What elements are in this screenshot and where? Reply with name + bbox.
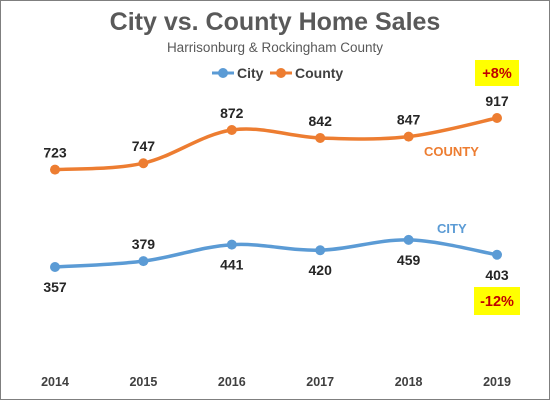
county-data-label-2016: 872 bbox=[220, 105, 244, 121]
city-series-line bbox=[53, 238, 499, 269]
city-data-label-2015: 379 bbox=[132, 236, 156, 252]
county-data-label-2017: 842 bbox=[309, 113, 333, 129]
city-change-badge: -12% bbox=[474, 287, 520, 315]
county-data-label-2018: 847 bbox=[397, 112, 421, 128]
city-point-2014 bbox=[50, 262, 60, 272]
legend: City County bbox=[212, 65, 343, 81]
legend-county-label: County bbox=[295, 65, 343, 81]
county-point-2017 bbox=[315, 132, 326, 143]
legend-city-marker bbox=[218, 68, 228, 78]
city-point-2019 bbox=[492, 249, 502, 260]
city-data-label-2017: 420 bbox=[309, 262, 333, 278]
county-data-label-2019: 917 bbox=[485, 93, 509, 109]
series-layer: 357 379 441 420 459 403 723 747 872 842 847 917 bbox=[43, 93, 509, 295]
county-point-2014 bbox=[50, 164, 60, 175]
city-change-badge-label: -12% bbox=[480, 294, 514, 310]
x-tick-label-2019: 2019 bbox=[483, 375, 511, 389]
city-data-label-2014: 357 bbox=[43, 279, 67, 295]
x-tick-label-2014: 2014 bbox=[41, 375, 69, 389]
chart-title: City vs. County Home Sales bbox=[110, 8, 441, 36]
city-series-tag: CITY bbox=[437, 221, 467, 236]
county-point-2019 bbox=[492, 113, 502, 123]
county-point-2016 bbox=[226, 124, 237, 135]
county-change-badge: +8% bbox=[475, 60, 519, 86]
county-series-tag: COUNTY bbox=[424, 144, 479, 159]
x-tick-label-2016: 2016 bbox=[218, 375, 246, 389]
city-point-2016 bbox=[226, 239, 237, 250]
city-point-2018 bbox=[403, 234, 414, 245]
city-point-2017 bbox=[315, 245, 326, 256]
county-change-badge-label: +8% bbox=[482, 66, 512, 82]
city-data-label-2018: 459 bbox=[397, 252, 421, 268]
x-axis: 2014 2015 2016 2017 2018 2019 bbox=[41, 375, 511, 389]
x-tick-label-2017: 2017 bbox=[306, 375, 334, 389]
county-point-2015 bbox=[138, 158, 149, 169]
chart-subtitle: Harrisonburg & Rockingham County bbox=[167, 40, 383, 55]
county-data-label-2015: 747 bbox=[132, 138, 156, 154]
county-data-label-2014: 723 bbox=[43, 145, 67, 161]
county-change-badge-box bbox=[475, 60, 519, 86]
x-tick-label-2015: 2015 bbox=[129, 375, 157, 389]
city-point-2015 bbox=[138, 256, 149, 267]
county-point-2018 bbox=[403, 131, 414, 142]
legend-city-label: City bbox=[237, 65, 264, 81]
county-series-line bbox=[53, 116, 499, 172]
city-change-badge-box bbox=[474, 287, 520, 315]
city-data-label-2016: 441 bbox=[220, 257, 244, 273]
legend-county-marker bbox=[276, 68, 286, 78]
city-data-label-2019: 403 bbox=[485, 267, 509, 283]
x-tick-label-2018: 2018 bbox=[395, 375, 423, 389]
